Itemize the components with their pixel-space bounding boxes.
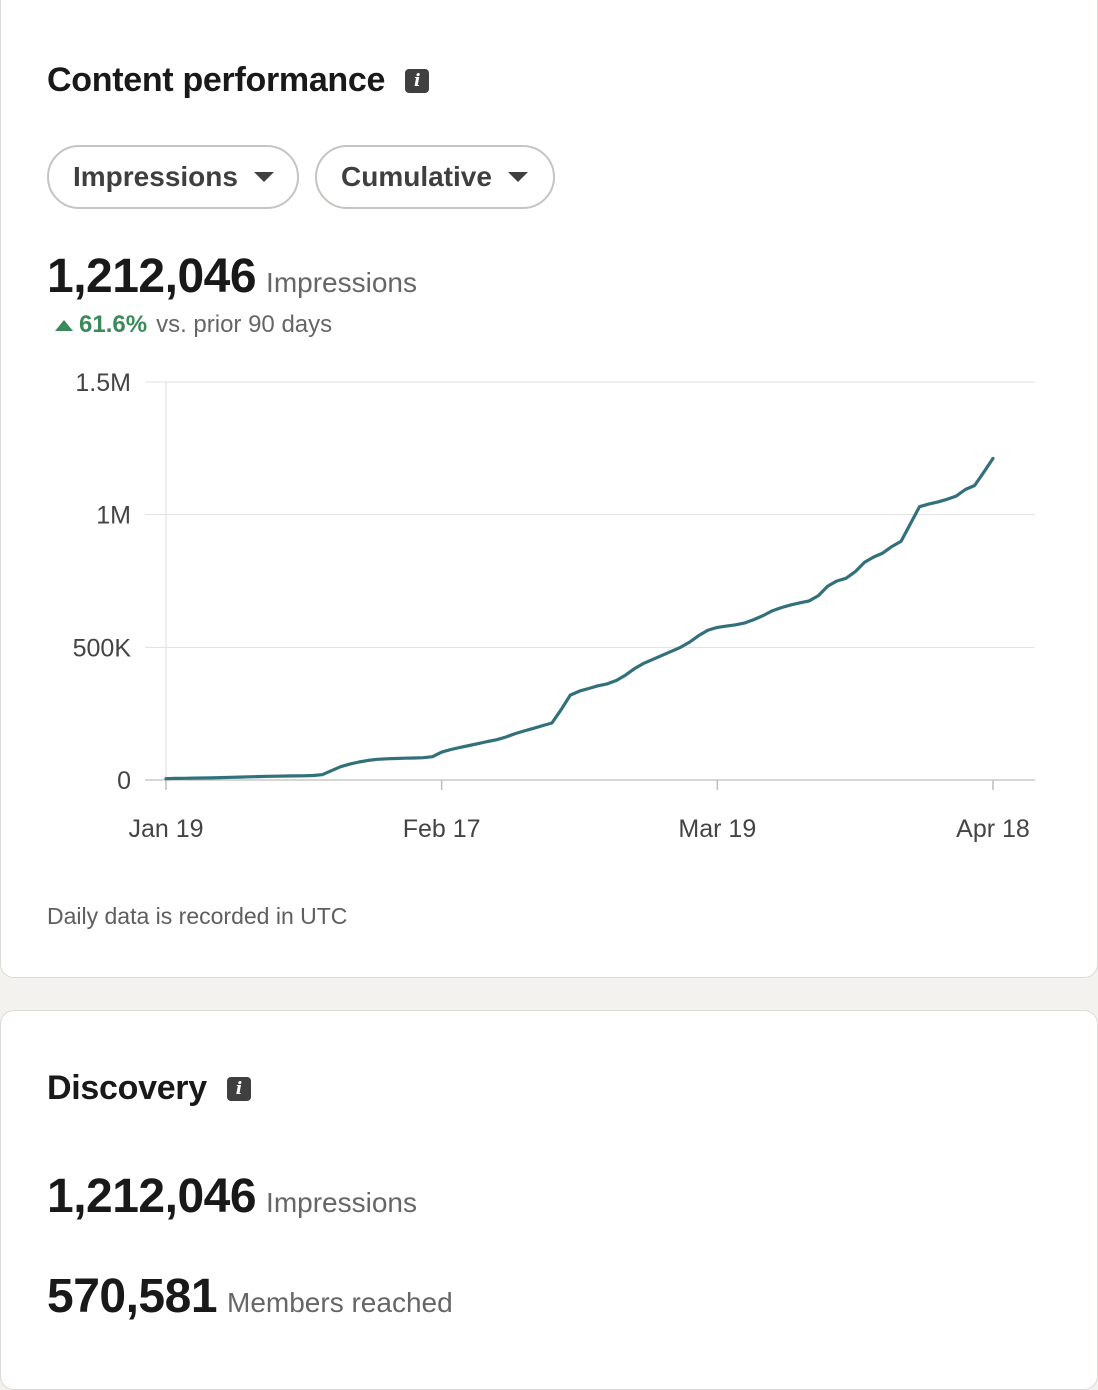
change-indicator: 61.6% vs. prior 90 days [55, 311, 332, 339]
caret-down-icon [507, 172, 528, 182]
discovery-card: Discovery i 1,212,046 Impressions 570,58… [0, 1010, 1098, 1390]
impressions-series-line [164, 456, 995, 781]
y-tick-label: 1.5M [75, 369, 131, 397]
info-icon[interactable]: i [226, 1076, 251, 1101]
aggregation-dropdown[interactable]: Cumulative [315, 145, 555, 209]
metric-dropdown-label: Impressions [73, 161, 238, 192]
content-performance-card: Content performance i Impressions Cumula… [0, 0, 1098, 978]
discovery-impressions-value: 1,212,046 [47, 1170, 257, 1223]
trend-up-icon [55, 319, 73, 331]
content-performance-title-text: Content performance [47, 61, 386, 99]
metric-dropdown[interactable]: Impressions [47, 145, 299, 209]
total-impressions: 1,212,046 Impressions [47, 249, 417, 304]
y-tick-label: 1M [96, 502, 131, 530]
x-tick-label: Feb 17 [403, 815, 481, 843]
aggregation-dropdown-label: Cumulative [341, 161, 492, 192]
impressions-line-chart: 0 500K 1M 1.5M Jan 19 Feb 17 Mar 19 Apr 18 [73, 369, 1035, 843]
discovery-title: Discovery i [47, 1069, 251, 1108]
utc-footnote: Daily data is recorded in UTC [47, 903, 348, 929]
discovery-title-text: Discovery [47, 1069, 207, 1107]
info-icon[interactable]: i [405, 68, 430, 93]
x-tick-label: Apr 18 [956, 815, 1030, 843]
content-performance-title: Content performance i [47, 61, 430, 100]
change-percent: 61.6% [79, 311, 148, 338]
members-reached-label: Members reached [227, 1287, 453, 1318]
change-comparison-text: vs. prior 90 days [156, 311, 333, 338]
x-tick-label: Mar 19 [678, 815, 756, 843]
x-tick-label: Jan 19 [128, 815, 203, 843]
members-reached: 570,581 Members reached [47, 1269, 453, 1324]
caret-down-icon [253, 172, 274, 182]
y-tick-label: 0 [117, 767, 131, 795]
discovery-impressions-label: Impressions [266, 1187, 417, 1218]
y-tick-label: 500K [73, 634, 132, 662]
discovery-impressions: 1,212,046 Impressions [47, 1169, 417, 1224]
total-impressions-value: 1,212,046 [47, 250, 257, 303]
total-impressions-unit: Impressions [266, 267, 417, 298]
members-reached-value: 570,581 [47, 1270, 218, 1323]
